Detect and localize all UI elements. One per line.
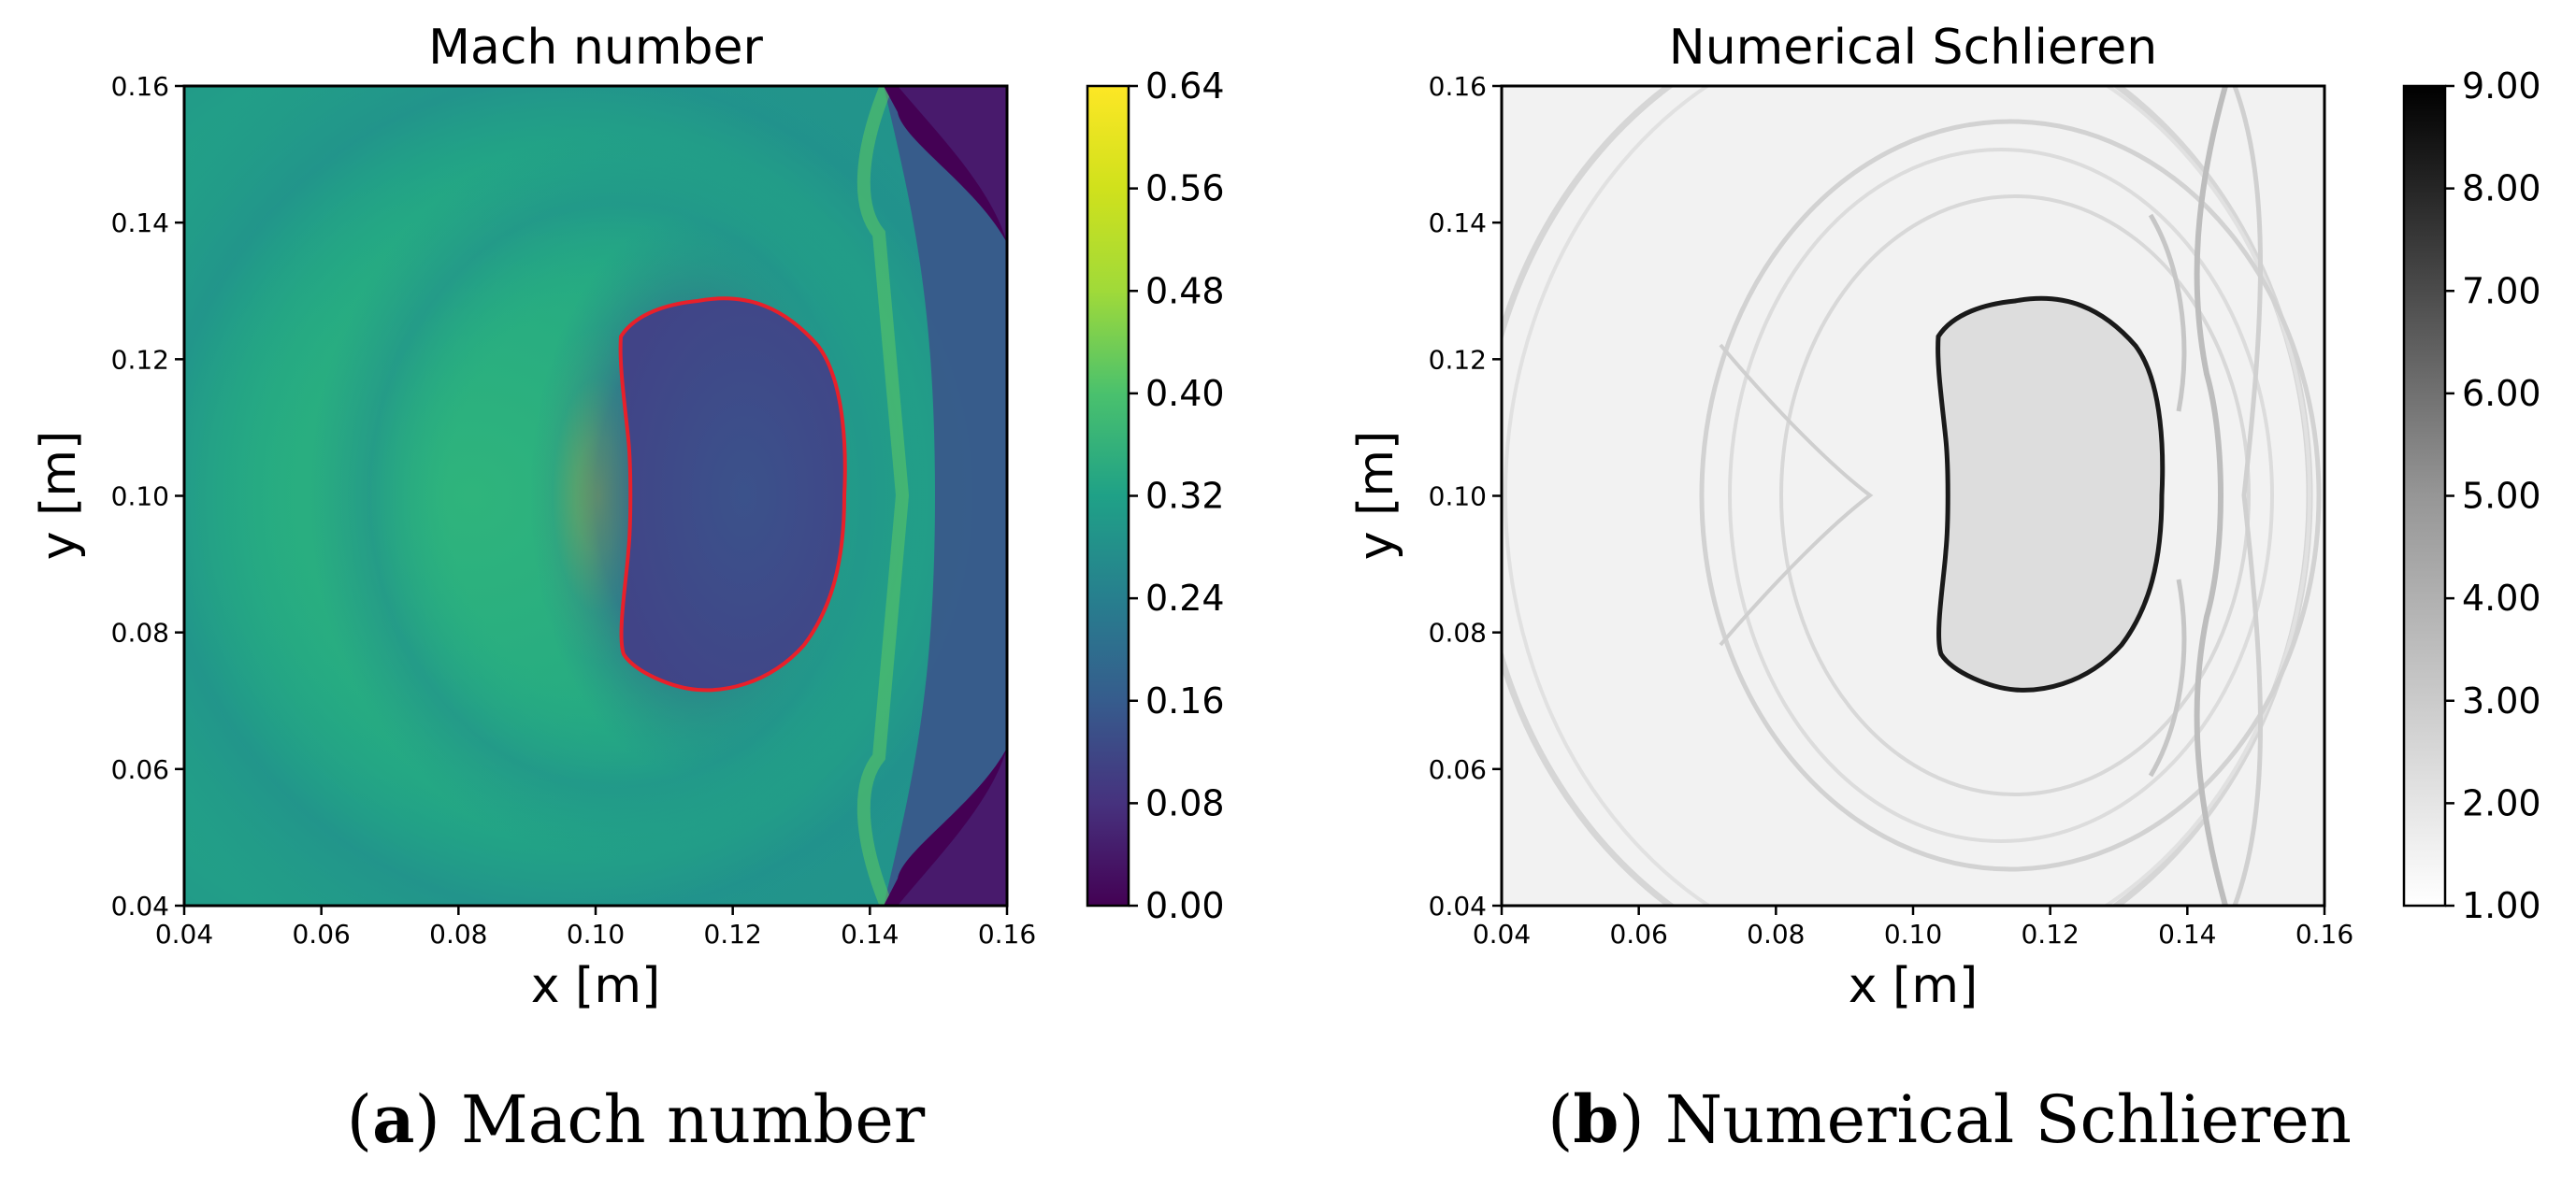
schlieren-xtick-label: 0.14 (2158, 919, 2216, 950)
schlieren-ytick-label: 0.06 (1429, 754, 1487, 785)
mach-xtick-label: 0.10 (567, 919, 625, 950)
schlieren-ytick-label: 0.04 (1429, 891, 1487, 922)
mach-colorbar-tick-label: 0.32 (1145, 476, 1225, 517)
mach-ytick-label: 0.04 (111, 891, 169, 922)
caption-b: (b) Numerical Schlieren (1547, 1080, 2352, 1158)
schlieren-xtick-label: 0.10 (1884, 919, 1942, 950)
mach-xtick-label: 0.14 (841, 919, 899, 950)
schlieren-colorbar-tick-label: 4.00 (2462, 578, 2541, 619)
schlieren-colorbar-tick-label: 3.00 (2462, 680, 2541, 722)
schlieren-colorbar-tick-label: 7.00 (2462, 270, 2541, 311)
schlieren-ticks: 0.04 0.06 0.08 0.10 0.12 0.14 0.16 0.04 0.06 0.08… (1429, 71, 2354, 950)
mach-ytick-label: 0.12 (111, 344, 169, 375)
schlieren-colorbar: 1.00 2.00 3.00 4.00 5.00 6.00 7.00 8.00 9.00 (2402, 65, 2541, 926)
caption-a-label: a (372, 1080, 414, 1158)
schlieren-xlabel: x [m] (1849, 958, 1979, 1014)
mach-ytick-label: 0.10 (111, 481, 169, 512)
schlieren-ytick-label: 0.14 (1429, 207, 1487, 238)
schlieren-xtick-label: 0.12 (2021, 919, 2079, 950)
mach-colorbar: 0.00 0.08 0.16 0.24 0.32 0.40 0.48 0.56 0.64 (1086, 65, 1225, 926)
mach-ticks: 0.04 0.06 0.08 0.10 0.12 0.14 0.16 0.04 0.06 0.08… (111, 71, 1037, 950)
schlieren-xtick-label: 0.16 (2295, 919, 2353, 950)
mach-xtick-label: 0.16 (978, 919, 1036, 950)
mach-ytick-label: 0.14 (111, 207, 169, 238)
schlieren-title: Numerical Schlieren (1669, 20, 2157, 76)
mach-title: Mach number (428, 20, 763, 76)
mach-xtick-label: 0.04 (155, 919, 213, 950)
mach-colorbar-tick-label: 0.64 (1145, 65, 1225, 107)
schlieren-colorbar-tick-label: 6.00 (2462, 373, 2541, 414)
caption-b-label: b (1573, 1080, 1619, 1158)
schlieren-heatmap (1502, 86, 2324, 906)
mach-colorbar-tick-label: 0.16 (1145, 680, 1225, 722)
mach-xlabel: x [m] (531, 958, 661, 1014)
caption-b-text: Numerical Schlieren (1665, 1081, 2352, 1158)
mach-colorbar-tick-label: 0.24 (1145, 578, 1225, 619)
mach-colorbar-tick-label: 0.00 (1145, 885, 1225, 926)
mach-colorbar-gradient (1086, 84, 1130, 908)
mach-xtick-label: 0.06 (292, 919, 350, 950)
schlieren-ytick-label: 0.12 (1429, 344, 1487, 375)
schlieren-xtick-label: 0.06 (1609, 919, 1667, 950)
svg-text:(b) Numerical Schlieren: (b) Numerical Schlieren (1547, 1080, 2352, 1158)
mach-colorbar-tick-label: 0.40 (1145, 373, 1225, 414)
mach-heatmap (184, 86, 1007, 906)
mach-ytick-label: 0.06 (111, 754, 169, 785)
mach-xtick-label: 0.12 (703, 919, 761, 950)
mach-ylabel: y [m] (31, 431, 87, 561)
schlieren-ylabel: y [m] (1348, 431, 1404, 561)
schlieren-colorbar-tick-label: 1.00 (2462, 885, 2541, 926)
schlieren-colorbar-tick-label: 2.00 (2462, 782, 2541, 823)
mach-colorbar-ticks: 0.00 0.08 0.16 0.24 0.32 0.40 0.48 0.56 0.64 (1129, 65, 1225, 926)
schlieren-colorbar-tick-label: 5.00 (2462, 476, 2541, 517)
mach-ytick-label: 0.16 (111, 71, 169, 102)
mach-colorbar-tick-label: 0.56 (1145, 168, 1225, 209)
mach-panel: Mach number x [m] y [m] 0.04 0.06 0.08 0.10… (31, 20, 1037, 1014)
schlieren-ytick-label: 0.10 (1429, 481, 1487, 512)
caption-a: (a) Mach number (347, 1080, 926, 1158)
schlieren-colorbar-gradient (2402, 84, 2447, 908)
mach-colorbar-tick-label: 0.48 (1145, 270, 1225, 311)
schlieren-colorbar-tick-label: 8.00 (2462, 168, 2541, 209)
schlieren-xtick-label: 0.04 (1473, 919, 1531, 950)
caption-a-text: Mach number (461, 1081, 926, 1158)
mach-ytick-label: 0.08 (111, 618, 169, 649)
schlieren-ytick-label: 0.08 (1429, 618, 1487, 649)
svg-text:(a) Mach number: (a) Mach number (347, 1080, 926, 1158)
schlieren-colorbar-ticks: 1.00 2.00 3.00 4.00 5.00 6.00 7.00 8.00 9.00 (2445, 65, 2541, 926)
mach-xtick-label: 0.08 (429, 919, 487, 950)
schlieren-panel: Numerical Schlieren x [m] y [m] 0.04 0.06… (1348, 20, 2354, 1014)
schlieren-xtick-label: 0.08 (1747, 919, 1805, 950)
mach-colorbar-tick-label: 0.08 (1145, 782, 1225, 823)
schlieren-colorbar-tick-label: 9.00 (2462, 65, 2541, 107)
schlieren-ytick-label: 0.16 (1429, 71, 1487, 102)
